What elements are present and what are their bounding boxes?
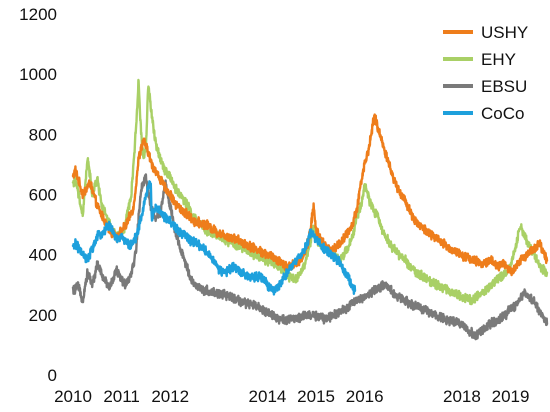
y-axis: 0 200 400 600 800 1000 1200 <box>19 5 57 385</box>
x-tick-label: 2012 <box>151 387 189 406</box>
x-tick-label: 2019 <box>492 387 530 406</box>
series-line-coco <box>71 180 357 296</box>
x-tick-label: 2016 <box>346 387 384 406</box>
x-tick-label: 2015 <box>297 387 335 406</box>
legend-label-ebsu: EBSU <box>481 77 527 96</box>
legend: USHY EHY EBSU CoCo <box>443 23 528 123</box>
series-line-ehy <box>71 78 549 306</box>
legend-label-coco: CoCo <box>481 104 524 123</box>
y-tick-label: 1000 <box>19 65 57 84</box>
y-tick-label: 1200 <box>19 5 57 24</box>
x-axis: 2010 2011 2012 2014 2015 2016 2018 2019 <box>54 387 529 406</box>
y-tick-label: 600 <box>29 186 57 205</box>
x-tick-label: 2018 <box>443 387 481 406</box>
series-layer <box>71 78 549 341</box>
series-line-ushy <box>71 113 549 277</box>
legend-label-ehy: EHY <box>481 50 516 69</box>
legend-label-ushy: USHY <box>481 23 528 42</box>
y-tick-label: 0 <box>48 366 57 385</box>
x-tick-label: 2010 <box>54 387 92 406</box>
y-tick-label: 800 <box>29 125 57 144</box>
y-tick-label: 200 <box>29 306 57 325</box>
y-tick-label: 400 <box>29 246 57 265</box>
x-tick-label: 2014 <box>249 387 287 406</box>
x-tick-label: 2011 <box>103 387 140 406</box>
